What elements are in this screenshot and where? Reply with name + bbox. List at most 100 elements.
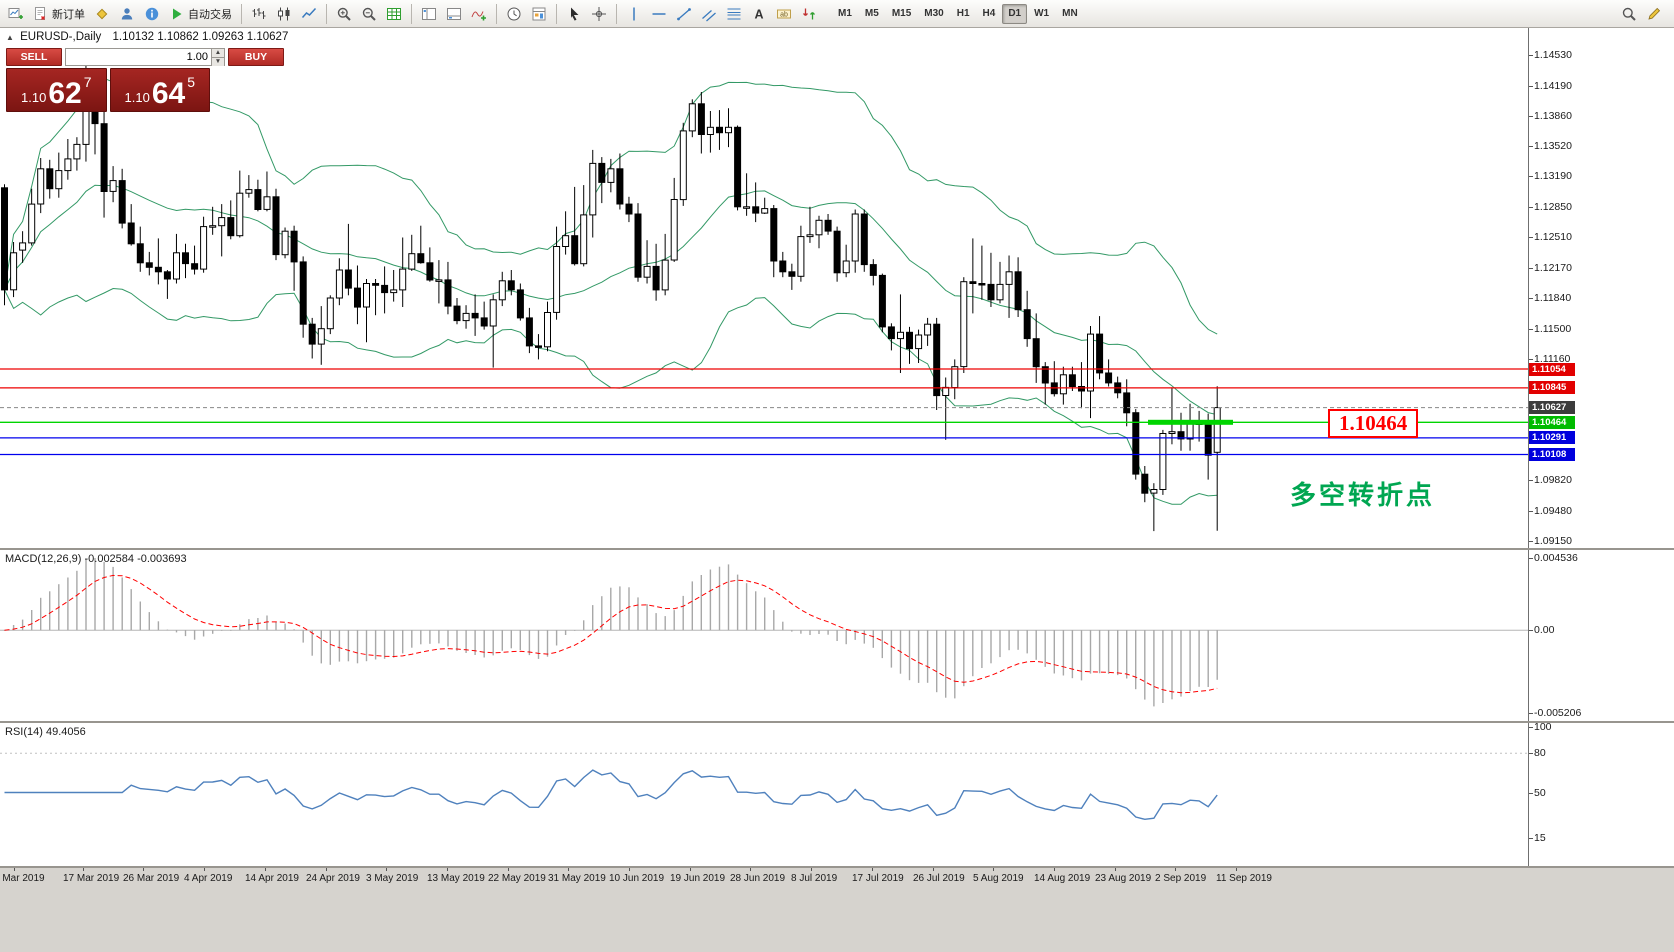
fibonacci-button[interactable] <box>722 3 746 25</box>
label-button[interactable]: ab <box>772 3 796 25</box>
volume-input[interactable] <box>66 49 211 65</box>
date-label: 26 Mar 2019 <box>123 873 180 884</box>
crosshair-button[interactable] <box>587 3 611 25</box>
macd-values: -0.002584 -0.003693 <box>84 553 187 565</box>
tf-m30-button[interactable]: M30 <box>924 8 944 19</box>
volume-down-button[interactable]: ▼ <box>212 58 224 66</box>
tf-m1-button[interactable]: M1 <box>838 8 852 19</box>
status-strip <box>0 888 1674 952</box>
diamond-yellow-icon <box>94 6 110 22</box>
rsi-tick: 50 <box>1534 787 1546 799</box>
ohlc-values: 1.10132 1.10862 1.09263 1.10627 <box>112 31 289 43</box>
vline-icon <box>626 6 642 22</box>
volume-stepper: ▲ ▼ <box>211 49 224 66</box>
pencil-icon <box>1646 6 1662 22</box>
tf-h4-button[interactable]: H4 <box>982 8 996 19</box>
channel-button[interactable] <box>697 3 721 25</box>
rsi-panel[interactable]: RSI(14) 49.4056 100 80 50 15 <box>0 721 1674 866</box>
arrow-tools-button[interactable] <box>797 3 821 25</box>
candlestick-chart[interactable] <box>0 28 1528 548</box>
date-label: 19 Jun 2019 <box>670 873 726 884</box>
zoom-in-icon <box>336 6 352 22</box>
templates-button[interactable] <box>527 3 551 25</box>
tf-m5-button[interactable]: M5 <box>864 8 879 19</box>
candlestick-chart-button[interactable] <box>272 3 296 25</box>
tf-mn-button[interactable]: MN <box>1062 8 1078 19</box>
buy-price-prefix: 1.10 <box>124 90 150 105</box>
date-label: 2 Sep 2019 <box>1155 873 1207 884</box>
date-label: 31 May 2019 <box>548 873 606 884</box>
date-label: 28 Jun 2019 <box>730 873 786 884</box>
terminal-button[interactable] <box>442 3 466 25</box>
textT-icon: ab <box>776 6 792 22</box>
autotrading-button[interactable]: 自动交易 <box>165 3 236 25</box>
new-order-button[interactable]: 新订单 <box>29 3 89 25</box>
zoom-out-button[interactable] <box>357 3 381 25</box>
search-button[interactable] <box>1617 3 1641 25</box>
bollinger-bands <box>4 72 1218 505</box>
indicator-icon <box>471 6 487 22</box>
panel-divider[interactable] <box>0 866 1674 868</box>
date-label: 8 Jul 2019 <box>791 873 838 884</box>
tf-h1-button[interactable]: H1 <box>956 8 970 19</box>
tf-w1-button[interactable]: W1 <box>1034 8 1050 19</box>
one-click-toggle-icon[interactable]: ▲ <box>6 33 14 42</box>
price-chart-panel[interactable]: ▲ EURUSD-,Daily 1.10132 1.10862 1.09263 … <box>0 28 1674 548</box>
date-label: 22 May 2019 <box>488 873 546 884</box>
horizontal-line-button[interactable] <box>647 3 671 25</box>
trendline-button[interactable] <box>672 3 696 25</box>
sell-button[interactable]: SELL <box>6 48 62 66</box>
date-label: 5 Aug 2019 <box>973 873 1024 884</box>
quick-edit-button[interactable] <box>1642 3 1666 25</box>
rsi-axis: 100 80 50 15 <box>1528 721 1674 866</box>
tf-d1-button[interactable]: D1 <box>1002 3 1028 24</box>
buy-price-panel[interactable]: 1.10 64 5 <box>109 68 210 112</box>
tile-windows-button[interactable] <box>382 3 406 25</box>
trendline-icon <box>676 6 692 22</box>
bar-chart-button[interactable] <box>247 3 271 25</box>
profile-icon <box>119 6 135 22</box>
macd-panel[interactable]: MACD(12,26,9) -0.002584 -0.003693 0.0045… <box>0 550 1674 721</box>
line-chart-button[interactable] <box>297 3 321 25</box>
date-label: 14 Aug 2019 <box>1034 873 1091 884</box>
turning-point-note: 多空转折点 <box>1290 480 1436 510</box>
zoom-in-button[interactable] <box>332 3 356 25</box>
price-tag: 1.10108 <box>1529 448 1575 461</box>
profiles-button[interactable] <box>115 3 139 25</box>
indicators-button[interactable] <box>467 3 491 25</box>
new-chart-button[interactable] <box>4 3 28 25</box>
sell-price-panel[interactable]: 1.10 62 7 <box>6 68 107 112</box>
panel-divider[interactable] <box>0 548 1674 550</box>
bars-icon <box>251 6 267 22</box>
metaeditor-button[interactable] <box>90 3 114 25</box>
horizontal-levels[interactable] <box>0 368 1528 456</box>
chart-plus-icon <box>8 6 24 22</box>
buy-button[interactable]: BUY <box>228 48 284 66</box>
navigator-button[interactable] <box>417 3 441 25</box>
tf-m15-button[interactable]: M15 <box>891 8 912 19</box>
date-label: 14 Apr 2019 <box>245 873 299 884</box>
price-tick: 1.12170 <box>1534 262 1572 274</box>
volume-up-button[interactable]: ▲ <box>212 49 224 58</box>
vertical-line-button[interactable] <box>622 3 646 25</box>
date-label: 4 Apr 2019 <box>184 873 233 884</box>
macd-axis: 0.004536 0.00 -0.005206 <box>1528 550 1674 721</box>
arrows-icon <box>801 6 817 22</box>
date-label: 26 Jul 2019 <box>913 873 965 884</box>
macd-histogram <box>3 558 1218 707</box>
periods-button[interactable] <box>502 3 526 25</box>
magnifier-icon <box>1621 6 1637 22</box>
cursor-button[interactable] <box>562 3 586 25</box>
price-tick: 1.14530 <box>1534 49 1572 61</box>
date-label: 11 Sep 2019 <box>1216 873 1272 884</box>
channel-icon <box>701 6 717 22</box>
data-window-button[interactable] <box>140 3 164 25</box>
price-tick: 1.13520 <box>1534 140 1572 152</box>
price-tick: 1.11500 <box>1534 323 1572 335</box>
price-tick: 1.12850 <box>1534 201 1572 213</box>
text-button[interactable]: A <box>747 3 771 25</box>
toolbar-right-group <box>1617 3 1666 25</box>
panel-divider[interactable] <box>0 721 1674 723</box>
rsi-tick: 15 <box>1534 832 1546 844</box>
